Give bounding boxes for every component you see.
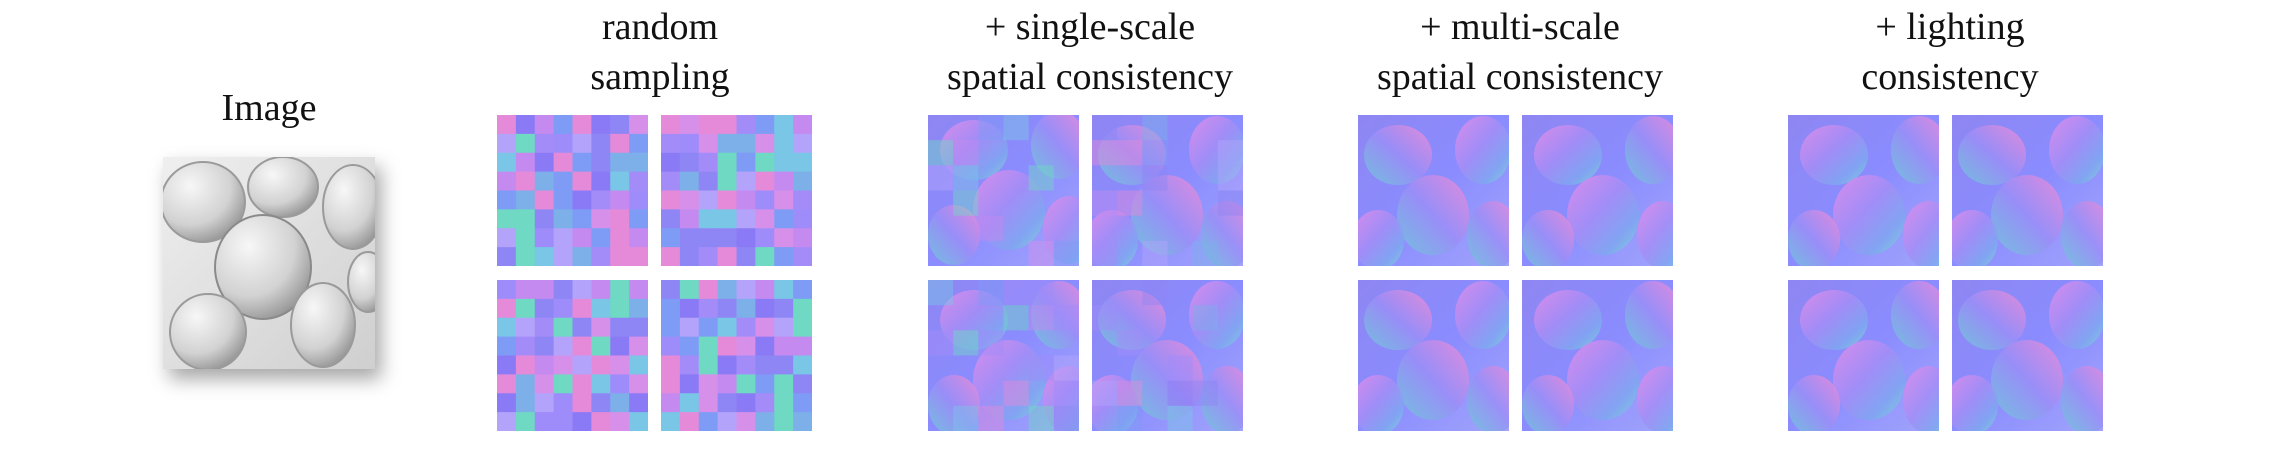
normal-map-tile: [1788, 115, 1939, 266]
normal-map-tile: [497, 280, 648, 431]
normal-map-tile: [1522, 280, 1673, 431]
normal-map-tile: [661, 280, 812, 431]
normal-map-tile: [661, 115, 812, 266]
column-title-single-scale: + single-scale spatial consistency: [947, 6, 1233, 98]
input-image: [163, 157, 375, 369]
normal-map-tile: [928, 115, 1079, 266]
input-label: Image: [221, 87, 317, 129]
normal-map-tile: [1952, 280, 2103, 431]
normal-map-tile: [1092, 280, 1243, 431]
normal-map-tile: [1952, 115, 2103, 266]
column-title-multi-scale: + multi-scale spatial consistency: [1377, 6, 1663, 98]
normal-map-tile: [1092, 115, 1243, 266]
column-title-random-sampling: random sampling: [590, 6, 730, 98]
normal-map-tile: [497, 115, 648, 266]
column-title-lighting: + lighting consistency: [1861, 6, 2039, 98]
normal-map-tile: [1788, 280, 1939, 431]
normal-map-tile: [928, 280, 1079, 431]
normal-map-tile: [1358, 115, 1509, 266]
normal-map-tile: [1358, 280, 1509, 431]
normal-map-tile: [1522, 115, 1673, 266]
